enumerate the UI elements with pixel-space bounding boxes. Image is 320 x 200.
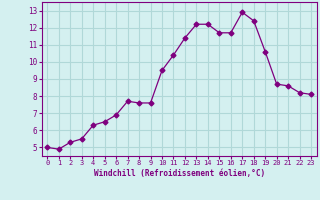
X-axis label: Windchill (Refroidissement éolien,°C): Windchill (Refroidissement éolien,°C) [94,169,265,178]
